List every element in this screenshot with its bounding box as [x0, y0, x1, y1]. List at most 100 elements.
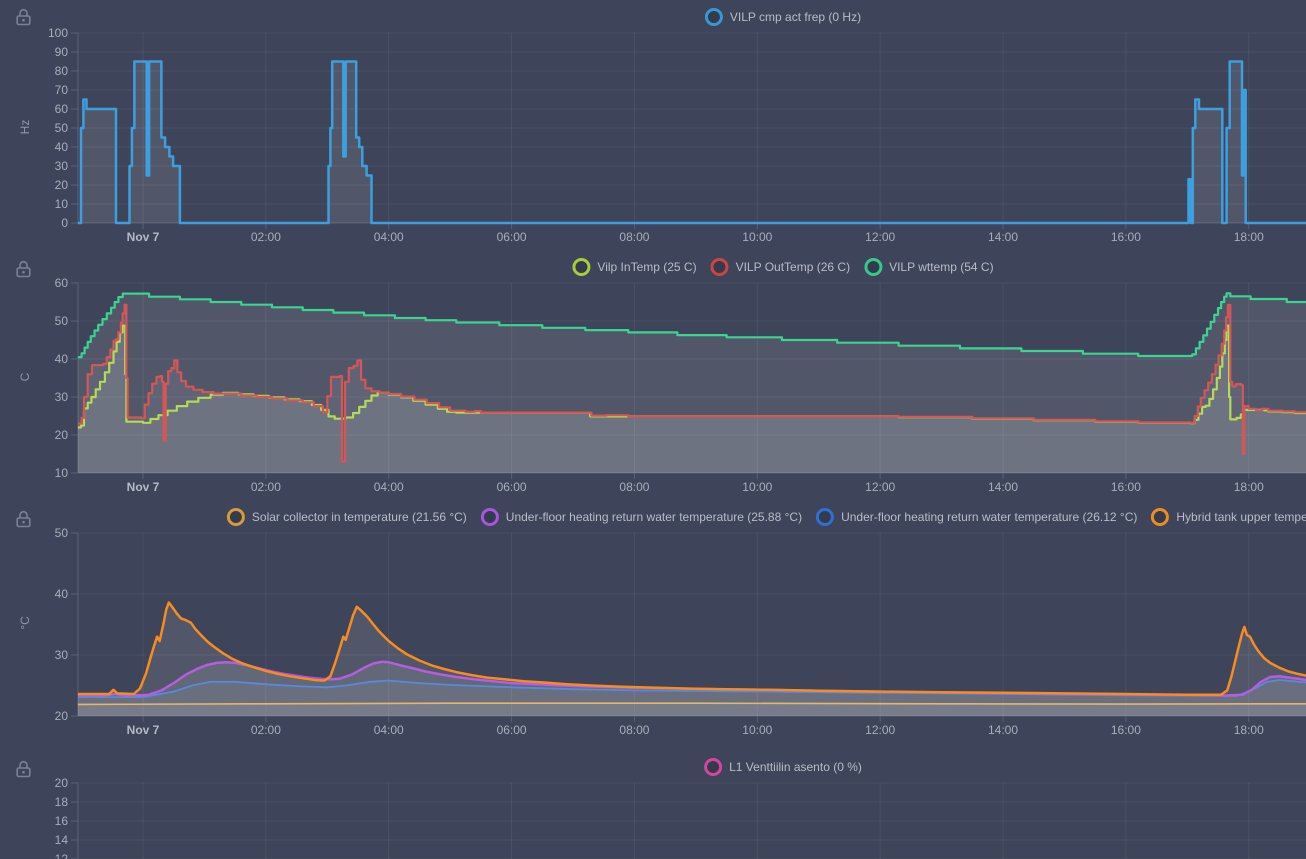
x-tick-label: 08:00 — [619, 230, 649, 244]
y-tick-label: 90 — [55, 45, 69, 59]
y-tick-label: 14 — [55, 833, 69, 847]
y-tick-label: 20 — [55, 428, 69, 442]
legend: Vilp InTemp (25 C) VILP OutTemp (26 C) VIL… — [572, 258, 994, 276]
y-tick-label: 50 — [55, 121, 69, 135]
x-tick-label: 18:00 — [1234, 230, 1264, 244]
y-tick-label: 40 — [55, 587, 69, 601]
legend-marker-icon — [226, 508, 245, 526]
x-tick-label: 12:00 — [865, 723, 895, 737]
y-tick-label: 12 — [55, 852, 69, 859]
series-line — [77, 292, 1306, 359]
series-area — [77, 680, 1306, 716]
y-tick-label: 30 — [55, 159, 69, 173]
y-tick-label: 60 — [55, 102, 69, 116]
x-tick-label: 14:00 — [988, 480, 1018, 494]
chart-plot: 12 14 16 18 20 — [55, 776, 1306, 859]
legend-label: Under-floor heating return water tempera… — [505, 510, 803, 524]
x-tick-label: 18:00 — [1234, 723, 1264, 737]
legend-marker-icon — [1151, 508, 1170, 526]
legend-label: VILP OutTemp (26 C) — [735, 260, 851, 274]
x-tick-label: 10:00 — [742, 480, 772, 494]
legend-marker-icon — [710, 258, 729, 276]
legend-label: L1 Venttiilin asento (0 %) — [729, 760, 862, 774]
legend-item[interactable]: VILP wttemp (54 C) — [864, 258, 994, 276]
series-area — [77, 703, 1306, 716]
y-tick-label: 20 — [55, 178, 69, 192]
x-tick-label: 12:00 — [865, 480, 895, 494]
lock-icon[interactable] — [16, 260, 31, 278]
legend-marker-icon — [572, 258, 591, 276]
chart-valve-position: L1 Venttiilin asento (0 %) 12 14 16 18 20 — [0, 752, 1306, 859]
series-area — [77, 602, 1306, 716]
legend-marker-icon — [480, 508, 499, 526]
legend-marker-icon — [816, 508, 835, 526]
lock-icon[interactable] — [16, 8, 31, 26]
y-tick-label: 20 — [55, 709, 69, 723]
x-tick-label: 02:00 — [251, 230, 281, 244]
chart-underfloor-solar-temperatures: Solar collector in temperature (21.56 °C… — [0, 502, 1306, 752]
legend-item[interactable]: Under-floor heating return water tempera… — [816, 508, 1137, 526]
y-tick-label: 0 — [61, 216, 68, 230]
x-tick-label: 14:00 — [988, 230, 1018, 244]
x-tick-label: 04:00 — [374, 230, 404, 244]
y-tick-label: 50 — [55, 526, 69, 540]
series-line — [77, 60, 1306, 225]
series-line — [77, 601, 1306, 696]
series-area — [77, 293, 1306, 473]
legend-label: VILP cmp act frep (0 Hz) — [729, 10, 862, 24]
legend-marker-icon — [704, 8, 723, 26]
lock-icon[interactable] — [16, 510, 31, 528]
legend: Solar collector in temperature (21.56 °C… — [226, 508, 1306, 526]
x-tick-label: 16:00 — [1111, 480, 1141, 494]
legend-item[interactable]: Vilp InTemp (25 C) — [572, 258, 697, 276]
legend-item[interactable]: L1 Venttiilin asento (0 %) — [704, 758, 862, 776]
legend-item[interactable]: Solar collector in temperature (21.56 °C… — [226, 508, 467, 526]
y-tick-label: 80 — [55, 64, 69, 78]
legend-label: Under-floor heating return water tempera… — [841, 510, 1138, 524]
legend-item[interactable]: VILP cmp act frep (0 Hz) — [704, 8, 862, 26]
legend-label: Hybrid tank upper temperature — [1176, 510, 1306, 524]
x-tick-label: 04:00 — [374, 480, 404, 494]
series-area — [77, 304, 1306, 473]
x-tick-label: Nov 7 — [127, 230, 160, 244]
legend-item[interactable]: Hybrid tank upper temperature — [1151, 508, 1306, 526]
x-tick-label: 06:00 — [497, 480, 527, 494]
legend-marker-icon — [864, 258, 883, 276]
x-tick-label: 08:00 — [619, 480, 649, 494]
x-tick-label: 10:00 — [742, 723, 772, 737]
y-tick-label: 10 — [55, 466, 69, 480]
y-tick-label: 40 — [55, 352, 69, 366]
y-tick-label: 70 — [55, 83, 69, 97]
legend-item[interactable]: Under-floor heating return water tempera… — [480, 508, 803, 526]
x-tick-label: 06:00 — [497, 723, 527, 737]
x-tick-label: 04:00 — [374, 723, 404, 737]
x-tick-label: Nov 7 — [127, 480, 160, 494]
chart-plot: 10 20 30 40 50 60 Nov 7 02:00 04:00 06:00 08:00 10:… — [55, 276, 1306, 494]
legend-item[interactable]: VILP OutTemp (26 C) — [710, 258, 851, 276]
series-line — [77, 324, 1306, 429]
x-tick-label: 18:00 — [1234, 480, 1264, 494]
x-tick-label: Nov 7 — [127, 723, 160, 737]
y-tick-label: 10 — [55, 197, 69, 211]
y-tick-label: 16 — [55, 814, 69, 828]
x-tick-label: 10:00 — [742, 230, 772, 244]
chart-vilp-temperatures: Vilp InTemp (25 C) VILP OutTemp (26 C) VIL… — [0, 252, 1306, 502]
x-tick-label: 02:00 — [251, 723, 281, 737]
legend-marker-icon — [704, 758, 723, 776]
lock-icon[interactable] — [16, 760, 31, 778]
chart-plot: 20 30 40 50 Nov 7 02:00 04:00 06:00 08:00 10:00 12… — [55, 526, 1306, 737]
legend: VILP cmp act frep (0 Hz) — [704, 8, 862, 26]
legend-label: Solar collector in temperature (21.56 °C… — [251, 510, 467, 524]
x-tick-label: 06:00 — [497, 230, 527, 244]
chart-plot: 0 10 20 30 40 50 60 70 80 90 100 Nov 7 02:00 04:00 06:… — [48, 26, 1306, 244]
y-tick-label: 50 — [55, 314, 69, 328]
legend-label: VILP wttemp (54 C) — [889, 260, 994, 274]
y-tick-label: 20 — [55, 776, 69, 790]
series-line — [77, 303, 1306, 463]
x-tick-label: 16:00 — [1111, 723, 1141, 737]
x-tick-label: 02:00 — [251, 480, 281, 494]
y-tick-label: 30 — [55, 648, 69, 662]
legend-label: Vilp InTemp (25 C) — [597, 260, 697, 274]
y-tick-label: 18 — [55, 795, 69, 809]
